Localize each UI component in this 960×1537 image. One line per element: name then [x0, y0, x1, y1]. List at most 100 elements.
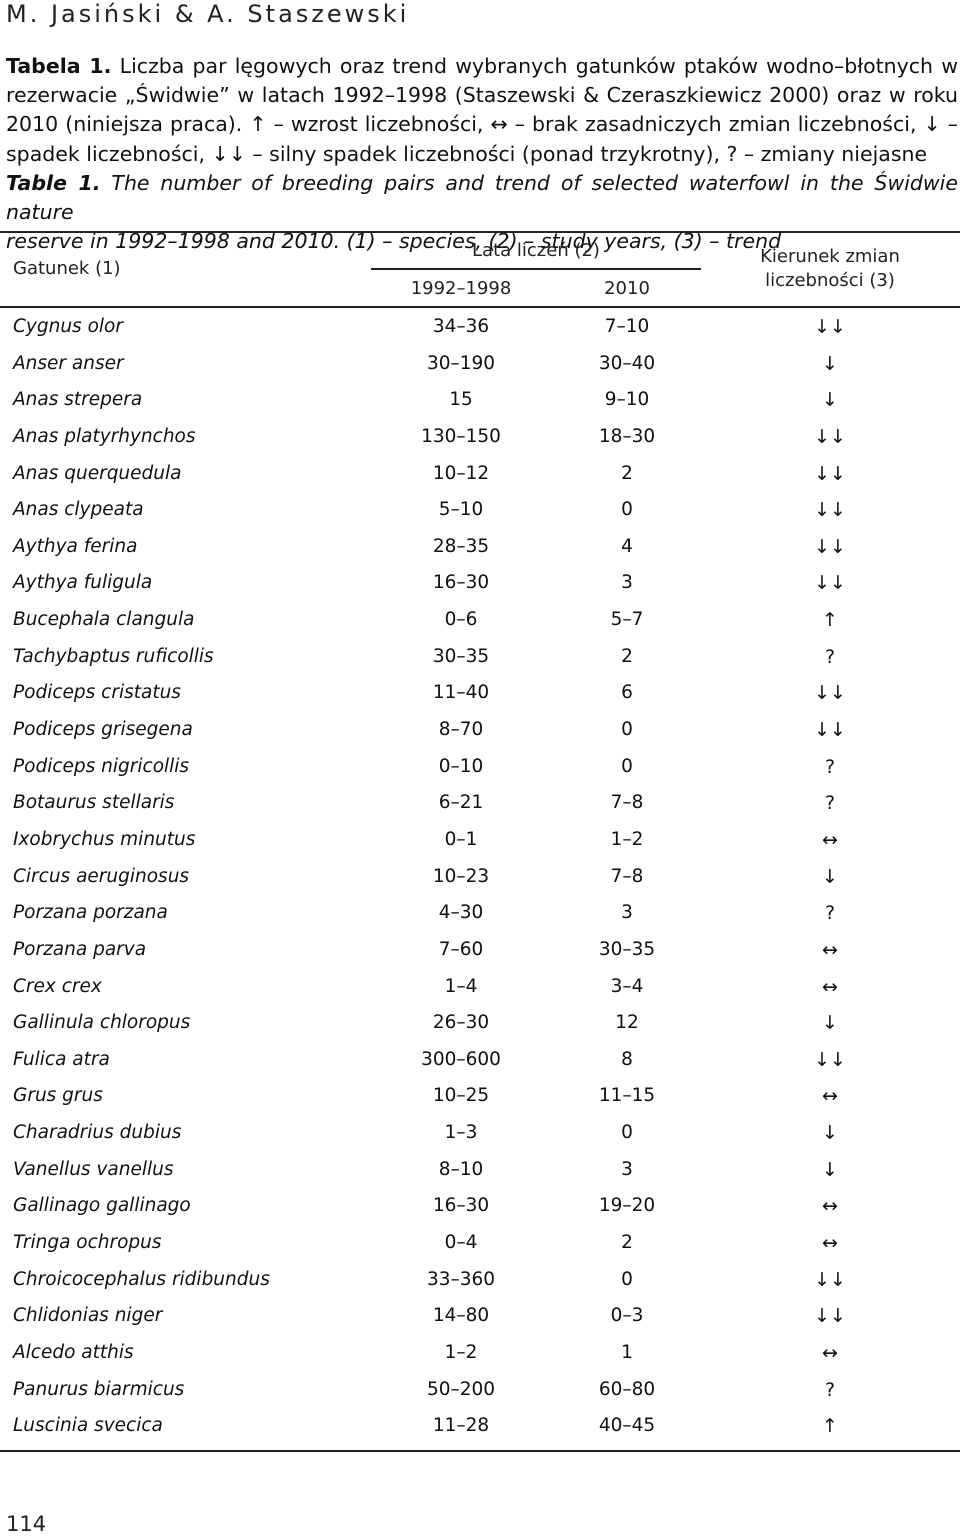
table-row: Ixobrychus minutus 0–1 1–2 ↔ [0, 822, 960, 859]
pairs-2010: 1 [621, 1341, 633, 1363]
pairs-1992-1998: 16–30 [432, 1195, 490, 1217]
trend-symbol: ↔ [822, 975, 838, 998]
species-name: Vanellus vanellus [13, 1158, 174, 1180]
table-row: Anas querquedula 10–12 2 ↓↓ [0, 456, 960, 493]
trend-symbol: ↔ [822, 938, 838, 961]
pairs-2010: 8 [621, 1048, 633, 1070]
table-row: Grus grus 10–25 11–15 ↔ [0, 1078, 960, 1115]
trend-symbol: ↓ [822, 352, 838, 375]
table-row: Vanellus vanellus 8–10 3 ↓ [0, 1152, 960, 1189]
pairs-2010: 0 [621, 1122, 633, 1144]
species-name: Anas clypeata [13, 499, 144, 521]
trend-symbol: ? [824, 902, 836, 925]
pairs-1992-1998: 30–190 [426, 352, 496, 374]
species-name: Chlidonias niger [13, 1305, 163, 1327]
pairs-2010: 9–10 [604, 389, 650, 411]
trend-symbol: ↑ [822, 609, 838, 632]
trend-symbol: ↓↓ [814, 1268, 846, 1291]
species-name: Panurus biarmicus [13, 1378, 185, 1400]
trend-symbol: ↓↓ [814, 535, 846, 558]
trend-symbol: ↓ [822, 1158, 838, 1181]
table-row: Aythya ferina 28–35 4 ↓↓ [0, 529, 960, 566]
caption-pl-line-4: spadek liczebności, ↓↓ – silny spadek li… [6, 141, 928, 166]
trend-symbol: ↓ [822, 1012, 838, 1035]
caption-pl-line-1: Tabela 1. Liczba par lęgowych oraz trend… [6, 52, 958, 81]
header-trend-line-2: liczebności (3) [765, 270, 895, 291]
table-row: Gallinula chloropus 26–30 12 ↓ [0, 1005, 960, 1042]
table-row: Fulica atra 300–600 8 ↓↓ [0, 1042, 960, 1079]
trend-symbol: ↓↓ [814, 316, 846, 338]
trend-symbol: ↓↓ [814, 462, 846, 485]
table-row: Tachybaptus ruficollis 30–35 2? [0, 639, 960, 676]
species-name: Bucephala clangula [13, 609, 195, 631]
pairs-1992-1998: 10–23 [432, 865, 490, 887]
table-row: Porzana parva 7–60 30–35 ↔ [0, 932, 960, 969]
pairs-1992-1998: 130–150 [421, 425, 501, 447]
species-name: Porzana parva [13, 938, 147, 960]
trend-symbol: ↔ [822, 828, 838, 851]
pairs-2010: 6 [621, 682, 633, 704]
trend-symbol: ↓ [822, 389, 838, 412]
running-head: M. Jasiński & A. Staszewski [6, 0, 410, 28]
header-species: Gatunek (1) [13, 258, 121, 279]
species-name: Anas strepera [13, 389, 143, 411]
pairs-1992-1998: 0–10 [438, 755, 484, 777]
caption-en-line-2: reserve in 1992–1998 and 2010. (1) – spe… [6, 229, 782, 254]
species-name: Charadrius dubius [13, 1122, 182, 1144]
species-name: Crex crex [13, 975, 102, 997]
table-row: Tringa ochropus 0–4 2 ↔ [0, 1225, 960, 1262]
pairs-2010: 3 [621, 1158, 633, 1180]
table-top-rule [0, 231, 960, 233]
table-row: Chlidonias niger 14–80 0–3 ↓↓ [0, 1298, 960, 1335]
pairs-1992-1998: 8–70 [438, 719, 484, 741]
pairs-2010: 60–80 [598, 1378, 656, 1400]
pairs-1992-1998: 10–12 [432, 462, 490, 484]
caption-en-label: Table 1. [6, 170, 101, 195]
page-number: 114 [6, 1512, 47, 1536]
table-row: Botaurus stellaris 6–21 7–8? [0, 785, 960, 822]
pairs-2010: 3 [621, 902, 633, 924]
header-years-1: 1992–1998 [410, 278, 512, 299]
header-years-group: Lata liczeń (2) [472, 240, 600, 261]
table-row: Gallinago gallinago 16–30 19–20 ↔ [0, 1188, 960, 1225]
table-row: Alcedo atthis 1–2 1 ↔ [0, 1335, 960, 1372]
caption-pl-line-3: 2010 (niniejsza praca). ↑ – wzrost licze… [6, 112, 958, 137]
table-bottom-rule [0, 1450, 960, 1452]
trend-symbol: ? [824, 645, 836, 668]
species-name: Tachybaptus ruficollis [13, 645, 214, 667]
pairs-2010: 11–15 [598, 1085, 656, 1107]
table-row: Bucephala clangula 0–6 5–7 ↑ [0, 602, 960, 639]
species-name: Cygnus olor [13, 316, 123, 337]
pairs-2010: 0 [621, 755, 633, 777]
species-name: Circus aeruginosus [13, 865, 190, 887]
pairs-1992-1998: 6–21 [438, 792, 484, 814]
pairs-2010: 0 [621, 1268, 633, 1290]
trend-symbol: ↔ [822, 1232, 838, 1255]
trend-symbol: ↓ [822, 865, 838, 888]
pairs-2010: 4 [621, 535, 633, 557]
pairs-2010: 3 [621, 572, 633, 594]
pairs-1992-1998: 15 [449, 389, 473, 411]
table-row: Porzana porzana 4–30 3? [0, 895, 960, 932]
pairs-2010: 30–35 [598, 938, 656, 960]
trend-symbol: ↑ [822, 1415, 838, 1438]
trend-symbol: ? [824, 792, 836, 815]
pairs-1992-1998: 0–1 [444, 828, 478, 850]
species-name: Grus grus [13, 1085, 103, 1107]
pairs-2010: 30–40 [598, 352, 656, 374]
pairs-1992-1998: 26–30 [432, 1012, 490, 1034]
pairs-1992-1998: 1–3 [444, 1122, 478, 1144]
trend-symbol: ↓↓ [814, 682, 846, 705]
caption-pl-text-1: Liczba par lęgowych oraz trend wybranych… [111, 54, 958, 78]
caption-en-line-1: Table 1. The number of breeding pairs an… [6, 169, 958, 227]
species-name: Aythya ferina [13, 535, 138, 557]
trend-symbol: ↔ [822, 1195, 838, 1218]
trend-symbol: ↓↓ [814, 499, 846, 522]
species-name: Luscinia svecica [13, 1415, 163, 1437]
table-row: Anas clypeata 5–10 0 ↓↓ [0, 492, 960, 529]
table-row: Podiceps nigricollis 0–10 0? [0, 749, 960, 786]
species-name: Fulica atra [13, 1048, 110, 1070]
trend-symbol: ↓↓ [814, 1305, 846, 1328]
pairs-2010: 7–8 [610, 792, 644, 814]
species-name: Anser anser [13, 352, 124, 374]
